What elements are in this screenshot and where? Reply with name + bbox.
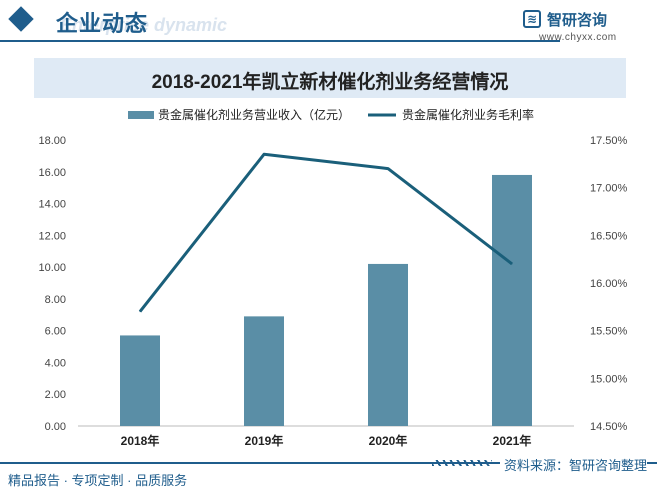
left-tick-label: 2.00 [45,389,66,401]
left-tick-label: 0.00 [45,421,66,433]
x-tick-label: 2019年 [245,433,284,448]
left-tick-label: 18.00 [38,135,66,147]
gross-margin-point [139,311,141,313]
left-tick-label: 8.00 [45,294,66,306]
legend-bar-label: 贵金属催化剂业务营业收入（亿元） [158,107,350,122]
left-tick-label: 14.00 [38,199,66,211]
x-tick-label: 2020年 [369,433,408,448]
footer-divider [0,462,657,464]
gross-margin-line [138,152,513,313]
right-tick-label: 15.00% [590,373,628,385]
right-tick-label: 16.00% [590,278,628,290]
x-tick-label: 2021年 [493,433,532,448]
right-tick-label: 16.50% [590,230,628,242]
revenue-bar [368,263,408,426]
right-tick-label: 14.50% [590,421,628,433]
chart-title: 2018-2021年凯立新材催化剂业务经营情况 [151,72,509,93]
header: Enterprise dynamic 企业动态 ≋ 智研咨询 www.chyxx… [0,0,657,48]
revenue-bar [244,316,284,426]
left-tick-label: 6.00 [45,326,66,338]
gross-margin-point [511,263,513,265]
brand-logo: ≋ 智研咨询 www.chyxx.com [523,8,643,48]
revenue-bar [120,335,160,426]
header-divider [0,40,560,42]
left-tick-label: 4.00 [45,357,66,369]
footer-decoration [432,460,492,466]
revenue-bar [492,174,532,426]
logo-icon: ≋ [523,10,541,28]
gross-margin-point [263,153,265,155]
section-title: 企业动态 [56,11,149,36]
legend-bar-swatch [128,111,154,119]
left-tick-label: 10.00 [38,262,66,274]
right-tick-label: 15.50% [590,326,628,338]
x-tick-label: 2018年 [121,433,160,448]
source-note: 资料来源：智研咨询整理 [499,455,647,474]
logo-url: www.chyxx.com [539,32,617,43]
left-tick-label: 12.00 [38,230,66,242]
right-tick-label: 17.50% [590,135,628,147]
section-subtitle: Enterprise dynamic [60,15,228,35]
right-tick-label: 17.00% [590,183,628,195]
footer-tagline: 精品报告 · 专项定制 · 品质服务 [8,473,188,488]
logo-name: 智研咨询 [547,12,608,29]
legend-line-label: 贵金属催化剂业务毛利率 [402,107,534,122]
chart-title-bar: 2018-2021年凯立新材催化剂业务经营情况 [34,58,626,98]
gross-margin-point [387,168,389,170]
left-tick-label: 16.00 [38,167,66,179]
